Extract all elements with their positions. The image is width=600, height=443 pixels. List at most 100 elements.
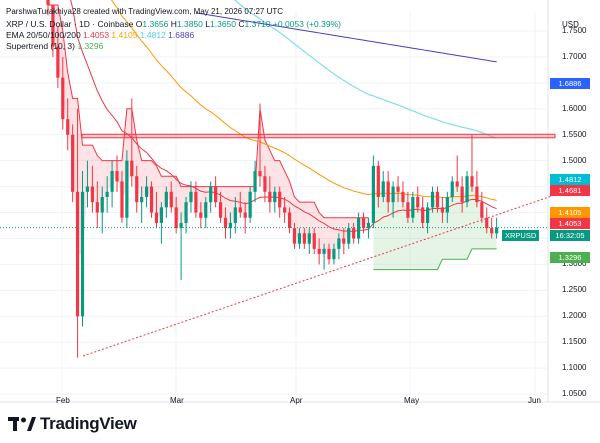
candle-body [445, 196, 449, 213]
ema200-line [195, 12, 497, 63]
candle-body [430, 191, 435, 208]
candle-body [371, 165, 375, 223]
ema50-line [110, 0, 497, 201]
time-tick-label: May [404, 396, 420, 405]
candle-body [366, 222, 371, 229]
candle-body [292, 228, 297, 244]
candle-body [174, 207, 178, 229]
candle-body [406, 202, 410, 218]
candle-body [435, 191, 440, 208]
price-tick-label: 1.5000 [562, 155, 587, 165]
candle-body [268, 191, 272, 203]
candle-body [386, 181, 390, 203]
candle-body [218, 202, 223, 218]
candle-body [90, 186, 94, 203]
candle-body [243, 212, 247, 218]
candle-body [337, 238, 341, 249]
candle-body [238, 207, 242, 213]
close-label: C [238, 19, 245, 29]
ema50-value: 1.4105 [111, 30, 138, 40]
candle-body [85, 186, 90, 192]
price-tick-label: 1.2500 [562, 285, 587, 295]
price-badge: 1.4105 [550, 207, 590, 218]
candle-body [376, 165, 380, 197]
price-tick-label: 1.5500 [562, 129, 587, 139]
candle-body [490, 228, 494, 234]
candle-body [287, 212, 292, 229]
time-tick-label: Feb [56, 396, 70, 405]
open-label: O [135, 19, 143, 29]
candle-body [258, 171, 262, 177]
candle-body [302, 233, 306, 244]
candle-body [283, 207, 287, 213]
ema-legend[interactable]: EMA 20/50/100/200 1.4053 1.4105 1.4812 1… [6, 30, 194, 41]
price-badge: 1.4681 [550, 185, 590, 196]
price-badge: 1.4812 [550, 174, 590, 185]
candle-body [154, 212, 159, 223]
brand[interactable]: TradingView [8, 414, 137, 434]
candle-body [426, 207, 430, 223]
brand-name: TradingView [40, 414, 137, 433]
high-value: 1.3850 [176, 19, 203, 29]
close-value: 1.3710 [244, 19, 271, 29]
candle-body [278, 191, 282, 208]
candle-body [115, 171, 119, 182]
candle-body [145, 186, 149, 197]
countdown-text: 16:32:05 [555, 231, 585, 240]
candle-body [233, 207, 237, 223]
price-tick-label: 1.6000 [562, 103, 587, 113]
supertrend-down-line [48, 4, 369, 219]
candle-body [273, 191, 277, 203]
candle-body [460, 186, 464, 203]
candle-body [110, 171, 114, 192]
supertrend-zones [48, 0, 497, 271]
candle-body [253, 171, 257, 192]
tradingview-logo-icon [8, 414, 36, 434]
candle-body [223, 217, 228, 229]
symbol-price-badge: XRPUSD [502, 230, 540, 241]
price-tick-label: 1.2000 [562, 311, 587, 321]
candle-body [100, 196, 104, 213]
candle-body [396, 186, 400, 192]
price-tick-label: 1.7500 [562, 25, 587, 35]
candle-body [297, 233, 302, 244]
low-value: 1.3650 [210, 19, 237, 29]
symbol-legend[interactable]: XRP / U.S. Dollar · 1D · Coinbase O 1.365… [6, 19, 341, 30]
candle-body [66, 119, 70, 135]
candles [46, 0, 499, 358]
candle-body [332, 248, 336, 260]
candle-body [184, 202, 188, 223]
candle-body [485, 217, 489, 229]
candle-body [214, 186, 218, 203]
author-line: ParshwaTurakhiya28 created with TradingV… [6, 6, 283, 17]
ema-label[interactable]: EMA 20/50/100/200 [6, 30, 81, 40]
candle-body [46, 0, 50, 6]
candle-body [361, 217, 366, 229]
price-tick-label: 1.1000 [562, 363, 587, 373]
supertrend-value: 1.3296 [77, 41, 104, 51]
author-text: ParshwaTurakhiya28 created with TradingV… [6, 7, 284, 16]
ema200-value: 1.6886 [168, 30, 195, 40]
candle-body [440, 207, 444, 213]
candle-body [401, 191, 405, 203]
supertrend-label[interactable]: Supertrend (10, 3) [6, 41, 75, 51]
price-badge: 1.6886 [550, 78, 590, 89]
price-badge: 1.4053 [550, 218, 590, 229]
candle-body [455, 181, 459, 187]
symbol-title[interactable]: XRP / U.S. Dollar · 1D · Coinbase [6, 19, 134, 29]
candle-body [475, 186, 479, 203]
price-tick-label: 1.3000 [562, 259, 587, 269]
candle-body [209, 186, 213, 203]
candle-body [80, 191, 85, 317]
candle-body [130, 160, 134, 177]
candle-body [169, 191, 173, 208]
candle-body [164, 191, 168, 208]
candle-body [149, 186, 154, 213]
candle-body [105, 191, 109, 197]
downtrend-fill [48, 0, 369, 255]
drawings [0, 133, 556, 357]
currency-label[interactable]: USD [562, 20, 579, 29]
candle-body [411, 196, 415, 218]
supertrend-legend[interactable]: Supertrend (10, 3) 1.3296 [6, 41, 103, 52]
